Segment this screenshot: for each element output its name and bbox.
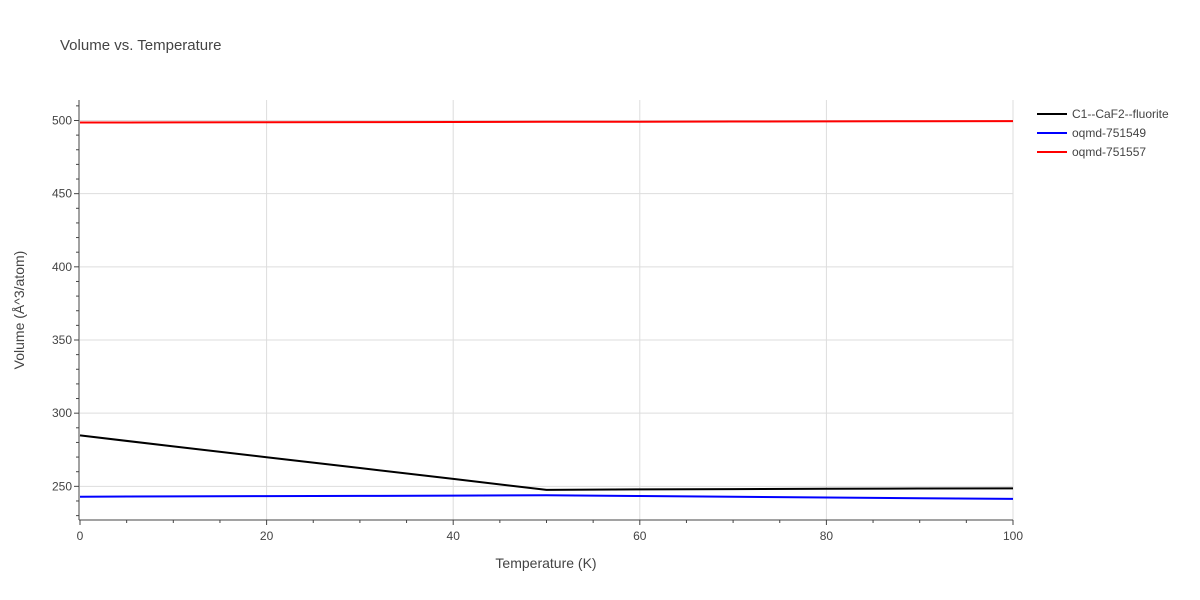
chart-title: Volume vs. Temperature <box>60 37 221 54</box>
series-lines <box>79 120 1014 500</box>
series-line-1 <box>79 434 1014 491</box>
x-axis-title: Temperature (K) <box>495 555 596 571</box>
grid <box>80 100 1014 520</box>
y-tick-label: 400 <box>52 260 72 274</box>
x-tick-label: 100 <box>1003 529 1023 543</box>
x-tick-label: 0 <box>77 529 84 543</box>
legend-label: C1--CaF2--fluorite <box>1072 107 1169 121</box>
y-tick-label: 350 <box>52 333 72 347</box>
series-line-2 <box>79 494 1014 500</box>
y-tick-label: 450 <box>52 187 72 201</box>
series-line-3 <box>79 120 1014 124</box>
legend-label: oqmd-751557 <box>1072 145 1146 159</box>
x-tick-label: 60 <box>633 529 647 543</box>
x-tick-label: 80 <box>820 529 834 543</box>
legend: C1--CaF2--fluorite oqmd-751549 oqmd-751557 <box>1037 107 1169 159</box>
y-tick-label: 300 <box>52 406 72 420</box>
y-tick-label: 500 <box>52 113 72 127</box>
legend-label: oqmd-751549 <box>1072 126 1146 140</box>
x-tick-label: 20 <box>260 529 274 543</box>
axes: 0 20 40 60 80 100 250 300 350 400 450 500 <box>52 100 1023 543</box>
y-axis-title: Volume (Å^3/atom) <box>11 251 27 370</box>
y-tick-label: 250 <box>52 479 72 493</box>
x-tick-label: 40 <box>447 529 461 543</box>
